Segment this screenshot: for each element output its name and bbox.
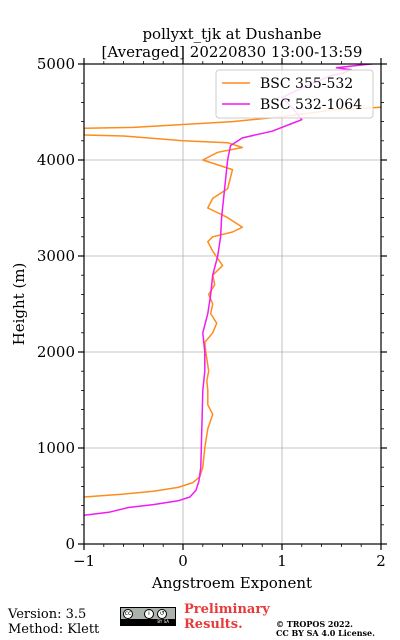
method-text: Method: Klett <box>8 622 100 637</box>
x-tick-label: 1 <box>277 552 287 570</box>
y-tick-label: 0 <box>65 535 75 553</box>
x-axis-label: Angstroem Exponent <box>151 574 312 592</box>
x-tick-label: 0 <box>178 552 188 570</box>
series-line-1 <box>84 106 381 498</box>
y-tick-label: 1000 <box>37 439 75 457</box>
y-axis-label: Height (m) <box>10 263 28 346</box>
preliminary-line2: Results. <box>184 617 243 632</box>
license-badge-label: BY SA <box>121 619 175 625</box>
sa-icon: ↺ <box>157 609 167 619</box>
plot-frame <box>83 63 382 545</box>
legend-label: BSC 532-1064 <box>260 97 362 113</box>
copyright-line1: © TROPOS 2022. <box>276 619 353 629</box>
chart-subtitle: [Averaged] 20220830 13:00-13:59 <box>102 43 363 61</box>
version-text: Version: 3.5 <box>8 607 87 622</box>
y-tick-label: 4000 <box>37 151 75 169</box>
y-tick-label: 2000 <box>37 343 75 361</box>
series-lines <box>84 64 381 516</box>
angstroem-profile-chart: pollyxt_tjk at Dushanbe [Averaged] 20220… <box>10 25 387 592</box>
copyright-line2: CC BY SA 4.0 License. <box>276 628 375 638</box>
cc-icon: cc <box>123 609 133 619</box>
y-tick-label: 3000 <box>37 247 75 265</box>
preliminary-line1: Preliminary <box>184 602 270 617</box>
x-tick-label: 2 <box>376 552 386 570</box>
legend-label: BSC 355-532 <box>260 76 353 92</box>
chart-title: pollyxt_tjk at Dushanbe <box>142 25 321 43</box>
legend-box <box>215 69 374 119</box>
x-tick-label: −1 <box>73 552 95 570</box>
copyright-note: © TROPOS 2022. CC BY SA 4.0 License. <box>276 620 375 638</box>
by-icon: i <box>144 609 154 619</box>
cc-license-badge: cc i ↺ BY SA <box>120 607 176 626</box>
series-line-2 <box>84 64 379 516</box>
preliminary-results-note: Preliminary Results. <box>184 602 270 632</box>
legend: BSC 355-532 BSC 532-1064 <box>215 69 374 119</box>
y-tick-label: 5000 <box>37 55 75 73</box>
